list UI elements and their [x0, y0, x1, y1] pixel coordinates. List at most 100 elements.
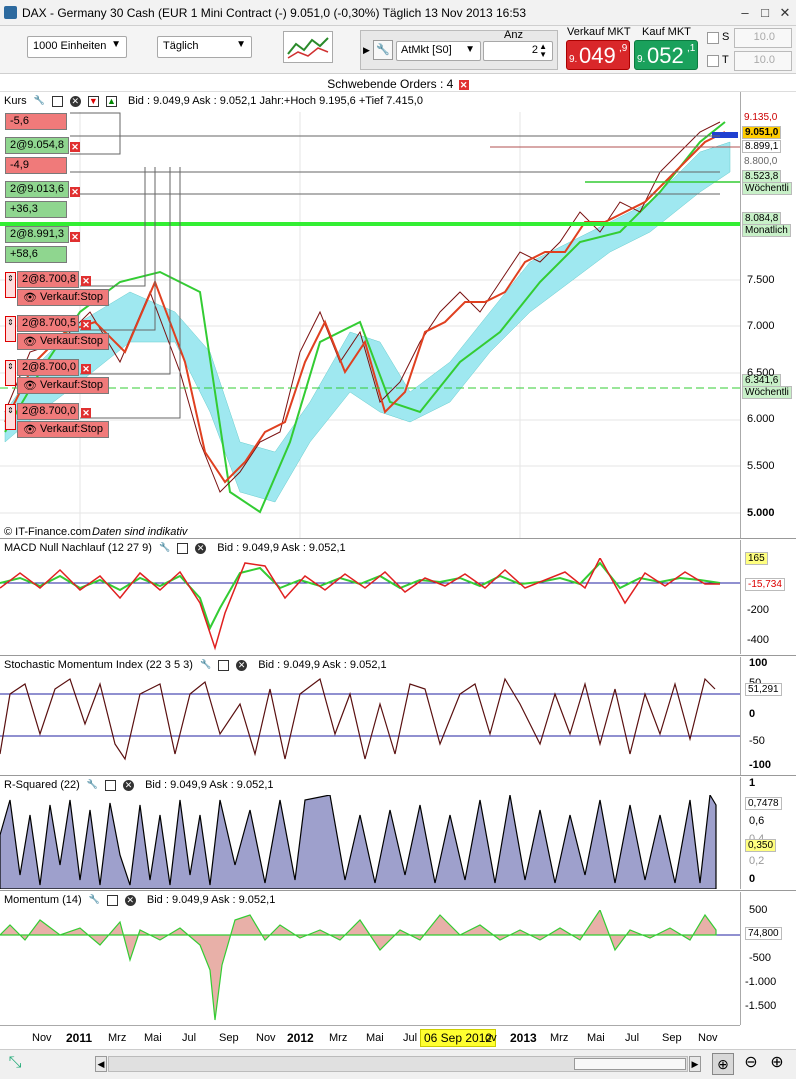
close-panel-icon[interactable]: ✕ [69, 95, 81, 107]
wrench-icon[interactable]: 🔧 [200, 658, 212, 669]
stop-order-1[interactable]: 2@8.700,8 [17, 271, 79, 288]
buy-label: Kauf MKT [642, 26, 691, 38]
price-chart[interactable]: © IT-Finance.com Daten sind indikativ [0, 112, 740, 538]
order-label: -5,6 [10, 115, 29, 127]
stop-order-3[interactable]: 2@8.700,0 [17, 359, 79, 376]
stop-type-3[interactable]: 👁 Verkauf:Stop [17, 377, 109, 394]
tag-9135: 9.135,0 [744, 112, 778, 123]
axis-label: -400 [747, 634, 770, 646]
stop-order-2[interactable]: 2@8.700,5 [17, 315, 79, 332]
cancel-stop-3-icon[interactable]: ✕ [81, 364, 91, 374]
move-up-icon[interactable]: ▲ [105, 95, 117, 107]
stop-type-4[interactable]: 👁 Verkauf:Stop [17, 421, 109, 438]
zoom-fit-icon[interactable]: ⊕ [712, 1053, 734, 1075]
window-icon[interactable] [177, 542, 189, 554]
wrench-icon[interactable]: 🔧 [373, 40, 393, 60]
time-label: Mai [366, 1032, 384, 1044]
panel-separator[interactable] [0, 775, 796, 776]
drag-handle-3-icon[interactable]: ⇕ [5, 360, 16, 386]
stop-order-4[interactable]: 2@8.700,0 [17, 403, 79, 420]
axis-label: -500 [749, 952, 772, 964]
momentum-chart[interactable] [0, 910, 740, 1025]
eye-icon: 👁 [23, 336, 37, 348]
axis-label: 5.500 [747, 460, 775, 472]
scroll-left-icon[interactable]: ◀ [95, 1056, 107, 1072]
rsq-chart[interactable] [0, 795, 740, 889]
collapse-icon[interactable]: ▶ [363, 45, 370, 55]
chart-tools-button[interactable] [283, 31, 333, 63]
quantity-stepper[interactable]: 2 ▲ ▼ [483, 41, 553, 61]
maximize-icon[interactable]: □ [761, 5, 769, 20]
order-2[interactable]: 2@9.013,6 [5, 181, 69, 198]
wrench-icon[interactable]: 🔧 [88, 893, 100, 904]
time-label: 2013 [510, 1031, 537, 1045]
wrench-icon[interactable]: 🔧 [86, 778, 99, 789]
stop-type-1[interactable]: 👁 Verkauf:Stop [17, 289, 109, 306]
stoch-chart[interactable] [0, 674, 740, 774]
zoom-out-icon[interactable]: ⊖ [744, 1054, 758, 1071]
pending-orders-bar[interactable]: Schwebende Orders : 4 ✕ [0, 74, 796, 92]
cancel-stop-2-icon[interactable]: ✕ [81, 320, 91, 330]
window-icon[interactable] [218, 659, 230, 671]
cancel-order-2-icon[interactable]: ✕ [70, 187, 80, 197]
order-connector-lines [70, 112, 720, 419]
wrench-icon[interactable]: 🔧 [159, 541, 171, 552]
panel-separator[interactable] [0, 890, 796, 891]
panel-separator[interactable] [0, 538, 796, 539]
stop-checkbox[interactable] [707, 32, 719, 44]
stop-distance-input[interactable]: 10.0 [734, 28, 792, 48]
stop-type-2[interactable]: 👁 Verkauf:Stop [17, 333, 109, 350]
time-axis: Nov 2011 Mrz Mai Jul Sep Nov 2012 Mrz Ma… [0, 1025, 740, 1049]
window-icon[interactable] [51, 95, 63, 107]
order-type-select[interactable]: AtMkt [S0] ▼ [396, 41, 481, 61]
axis-label: -100 [749, 759, 772, 771]
order-pnl-3[interactable]: +36,3 [5, 201, 67, 218]
drag-handle-1-icon[interactable]: ⇕ [5, 272, 16, 298]
order-pnl-2[interactable]: -4,9 [5, 157, 67, 174]
cancel-stop-4-icon[interactable]: ✕ [81, 408, 91, 418]
move-down-icon[interactable]: ▼ [87, 95, 99, 107]
order-1[interactable]: 2@9.054,8 [5, 137, 69, 154]
period-select[interactable]: Täglich ▼ [157, 36, 252, 58]
target-checkbox[interactable] [707, 55, 719, 67]
drag-handle-2-icon[interactable]: ⇕ [5, 316, 16, 342]
macd-chart[interactable] [0, 558, 740, 654]
close-panel-icon[interactable]: ✕ [195, 542, 207, 554]
close-panel-icon[interactable]: ✕ [236, 659, 248, 671]
minimize-icon[interactable]: – [741, 5, 749, 20]
expand-arrows-icon[interactable]: ⤡ [8, 1054, 22, 1071]
scrollbar-thumb[interactable] [574, 1058, 686, 1070]
close-icon[interactable]: ✕ [779, 5, 791, 20]
cancel-order-3-icon[interactable]: ✕ [70, 232, 80, 242]
order-label: +58,6 [10, 248, 38, 260]
sell-market-button[interactable]: 9. 049 ,9 [566, 40, 630, 70]
time-label: 2011 [66, 1031, 93, 1045]
chevron-down-icon: ▼ [111, 39, 121, 50]
order-pnl-1[interactable]: -5,6 [5, 113, 67, 130]
cancel-stop-1-icon[interactable]: ✕ [81, 276, 91, 286]
target-distance-input[interactable]: 10.0 [734, 51, 792, 71]
panel-separator[interactable] [0, 655, 796, 656]
order-label: 2@9.054,8 [10, 139, 64, 151]
order-3[interactable]: 2@8.991,3 [5, 226, 69, 243]
close-panel-icon[interactable]: ✕ [123, 779, 135, 791]
scroll-right-icon[interactable]: ▶ [689, 1056, 701, 1072]
buy-price-main: 052 [647, 43, 684, 68]
close-panel-icon[interactable]: ✕ [124, 894, 136, 906]
zoom-in-icon[interactable]: ⊕ [770, 1054, 784, 1071]
window-icon[interactable] [104, 779, 116, 791]
stop-distance-value: 10.0 [753, 31, 775, 43]
close-pending-icon[interactable]: ✕ [458, 80, 469, 90]
time-label: Sep [662, 1032, 682, 1044]
buy-market-button[interactable]: 9. 052 ,1 [634, 40, 698, 70]
units-select[interactable]: 1000 Einheiten ▼ [27, 36, 127, 58]
window-icon[interactable] [106, 894, 118, 906]
cancel-order-1-icon[interactable]: ✕ [70, 142, 80, 152]
time-scrollbar[interactable] [108, 1056, 688, 1072]
chart-scrollbar-bar: ⤡ ◀ ▶ ⊕ ⊖ ⊕ [0, 1049, 796, 1079]
axis-label: 7.000 [747, 320, 775, 332]
wrench-icon[interactable]: 🔧 [33, 94, 45, 105]
order-label: 2@8.700,8 [22, 273, 76, 285]
drag-handle-4-icon[interactable]: ⇕ [5, 404, 16, 430]
order-pnl-4[interactable]: +58,6 [5, 246, 67, 263]
